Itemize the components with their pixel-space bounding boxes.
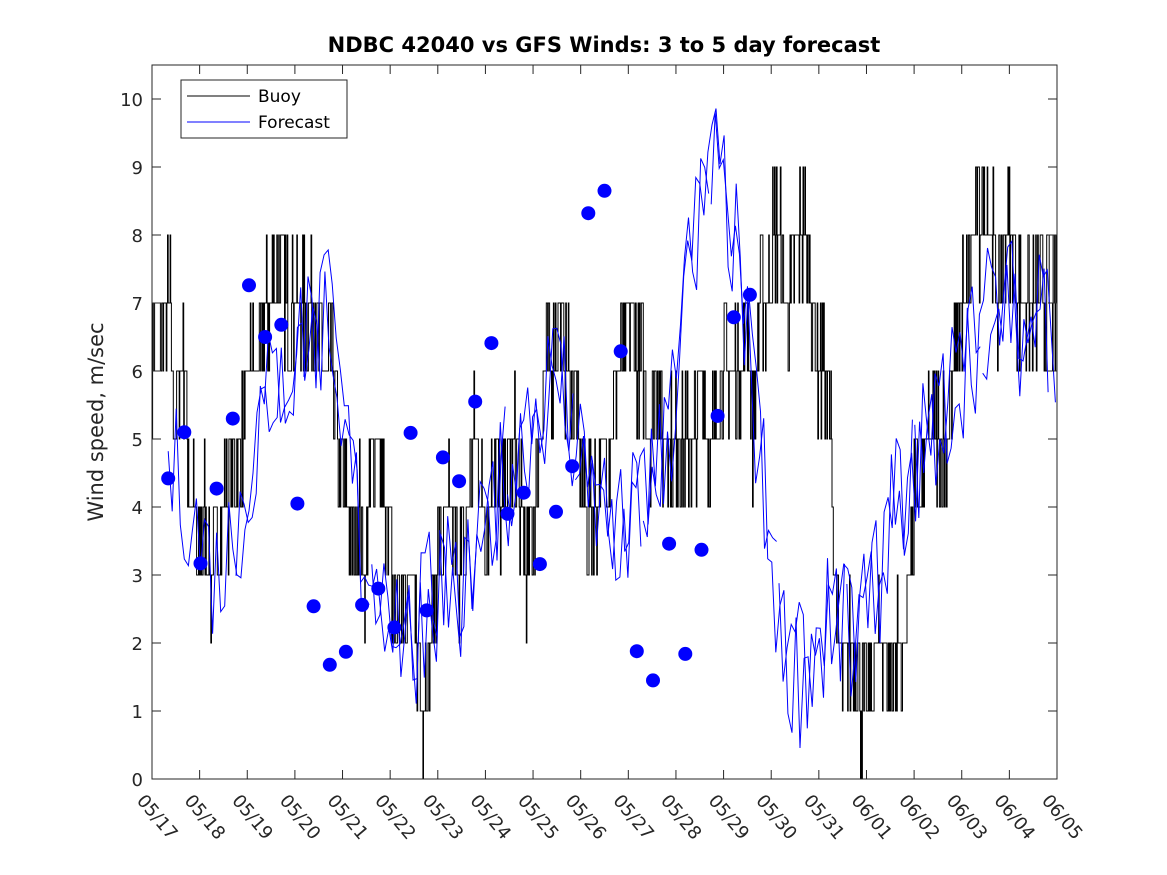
legend-box — [180, 79, 348, 139]
forecast-marker — [694, 542, 709, 557]
x-tick-label: 06/01 — [847, 791, 896, 844]
forecast-marker — [726, 310, 741, 325]
legend-forecast-label: Forecast — [258, 113, 330, 133]
forecast-marker — [371, 581, 386, 596]
forecast-marker — [678, 646, 693, 661]
forecast-marker — [646, 673, 660, 688]
forecast-series-line — [642, 108, 777, 549]
x-tick-label: 05/18 — [180, 791, 229, 844]
forecast-marker — [581, 206, 596, 221]
x-tick-label: 05/23 — [418, 791, 467, 844]
y-tick-label: 5 — [132, 430, 143, 451]
legend-buoy-label: Buoy — [258, 87, 301, 107]
forecast-series-line — [710, 112, 845, 749]
forecast-marker — [597, 183, 612, 198]
x-tick-label: 05/19 — [227, 791, 276, 844]
forecast-marker — [258, 330, 273, 344]
x-tick-label: 05/30 — [751, 791, 800, 844]
forecast-marker — [193, 556, 208, 571]
forecast-series-line — [914, 239, 1049, 519]
y-tick-label: 2 — [132, 634, 143, 655]
forecast-marker — [403, 425, 418, 440]
x-tick-label: 05/24 — [466, 791, 515, 844]
y-tick-label: 0 — [132, 770, 143, 791]
forecast-marker — [613, 344, 628, 359]
x-tick-label: 05/31 — [799, 791, 848, 844]
x-tick-label: 05/17 — [132, 791, 181, 844]
y-tick-label: 8 — [132, 226, 143, 247]
forecast-marker — [290, 496, 305, 511]
forecast-series-line — [846, 286, 981, 697]
forecast-marker — [468, 394, 483, 409]
y-tick-label: 1 — [132, 702, 143, 723]
forecast-marker — [435, 450, 450, 465]
forecast-marker — [549, 504, 563, 519]
forecast-marker — [532, 557, 547, 572]
forecast-marker — [338, 644, 353, 659]
forecast-marker — [484, 336, 499, 351]
y-tick-label: 4 — [132, 498, 143, 519]
forecast-series-line — [303, 248, 438, 681]
x-tick-label: 06/03 — [942, 791, 991, 844]
y-axis-label: Wind speed, m/sec — [84, 322, 108, 521]
forecast-marker — [419, 603, 434, 618]
forecast-series-line — [371, 406, 506, 704]
forecast-marker — [710, 408, 725, 423]
forecast-marker — [629, 644, 644, 659]
forecast-marker — [565, 459, 580, 474]
forecast-marker — [742, 287, 757, 302]
y-tick-label: 3 — [132, 566, 143, 587]
x-tick-label: 05/29 — [704, 791, 753, 844]
forecast-marker — [242, 278, 256, 293]
forecast-marker — [225, 411, 240, 426]
y-tick-label: 7 — [132, 294, 143, 315]
forecast-marker — [355, 597, 370, 612]
forecast-marker — [209, 481, 224, 496]
x-tick-label: 06/05 — [1037, 791, 1086, 844]
x-tick-label: 06/02 — [894, 791, 943, 844]
forecast-series-line — [439, 327, 574, 637]
forecast-marker — [306, 599, 321, 614]
forecast-marker — [662, 536, 677, 551]
forecast-marker — [274, 317, 289, 332]
forecast-series-line — [167, 322, 302, 634]
forecast-marker — [387, 620, 402, 635]
x-tick-label: 05/22 — [370, 791, 419, 844]
x-tick-label: 05/27 — [608, 791, 657, 844]
x-tick-label: 05/20 — [275, 791, 324, 844]
x-tick-label: 05/28 — [656, 791, 705, 844]
x-tick-label: 06/04 — [990, 791, 1039, 844]
y-tick-label: 10 — [120, 90, 143, 111]
plot-frame — [151, 64, 1058, 780]
forecast-marker — [516, 485, 531, 500]
legend: Buoy Forecast — [180, 79, 348, 139]
forecast-marker — [322, 657, 337, 672]
y-tick-label: 6 — [132, 362, 143, 383]
forecast-marker — [452, 474, 467, 489]
series-layer — [152, 108, 1057, 779]
forecast-series-line — [574, 158, 710, 582]
forecast-series-line — [235, 271, 370, 607]
x-tick-label: 05/25 — [513, 791, 562, 844]
forecast-marker — [161, 471, 176, 486]
forecast-marker — [177, 425, 192, 440]
forecast-series-line — [982, 254, 1056, 403]
chart-title: NDBC 42040 vs GFS Winds: 3 to 5 day fore… — [328, 33, 881, 57]
forecast-marker — [500, 506, 515, 521]
x-tick-label: 05/21 — [323, 791, 372, 844]
y-tick-label: 9 — [132, 158, 143, 179]
x-tick-label: 05/26 — [561, 791, 610, 844]
